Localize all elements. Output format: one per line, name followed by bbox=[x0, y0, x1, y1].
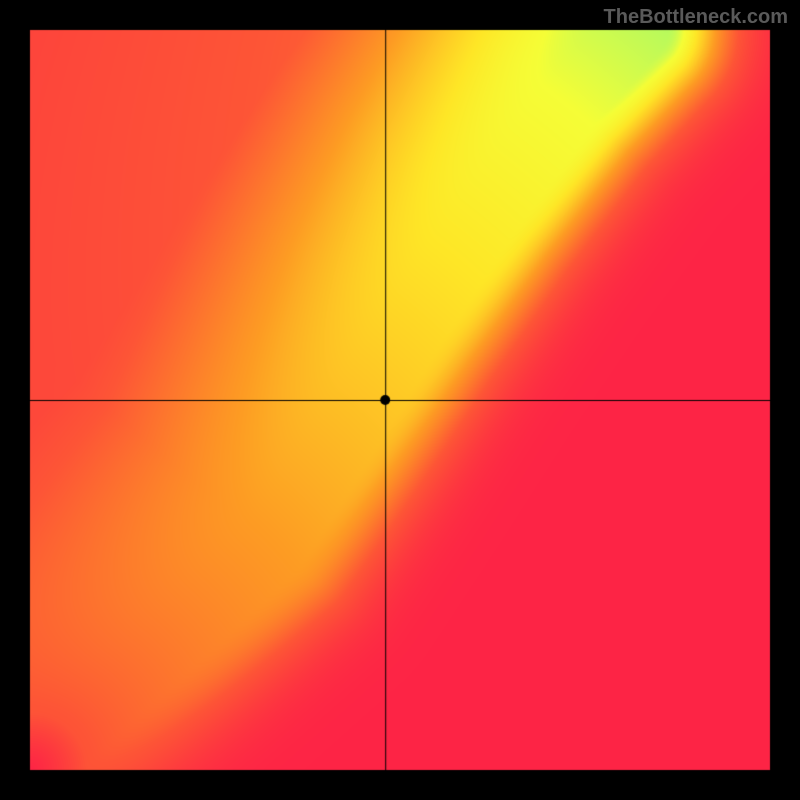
attribution-text: TheBottleneck.com bbox=[604, 6, 788, 29]
chart-container: TheBottleneck.com bbox=[0, 0, 800, 800]
heatmap-canvas bbox=[0, 0, 800, 800]
